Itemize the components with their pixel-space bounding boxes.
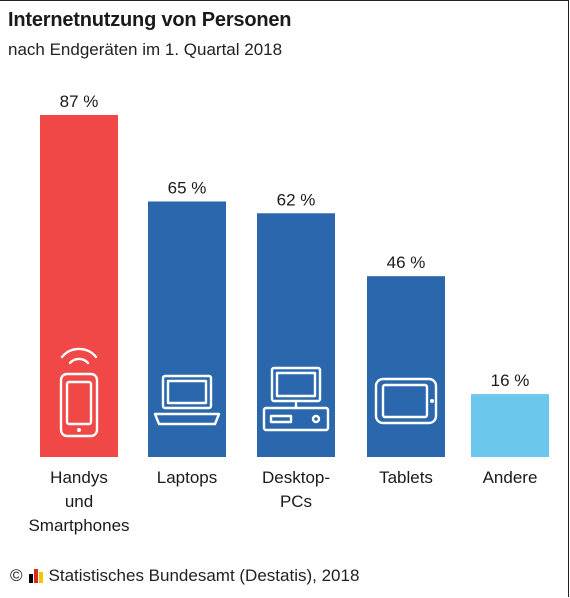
destatis-logo-icon <box>28 569 43 583</box>
pc-case <box>262 406 330 432</box>
value-label: 46 % <box>387 253 426 272</box>
tablet-icon <box>374 377 438 425</box>
category-label: Desktop- <box>262 468 330 487</box>
phone-screen <box>65 380 93 426</box>
category-label: Smartphones <box>28 516 129 535</box>
laptop-icon <box>153 374 221 426</box>
logo-bar-red <box>33 569 38 583</box>
category-label: Laptops <box>157 468 218 487</box>
bar-group: 65 % Laptops <box>148 178 226 487</box>
tablet-screen <box>381 383 429 419</box>
laptop-base <box>153 412 221 426</box>
category-label: Handys <box>50 468 108 487</box>
tablet-button <box>430 399 434 403</box>
monitor-screen <box>275 371 317 398</box>
category-label: Tablets <box>379 468 433 487</box>
signal-arc-inner <box>68 357 90 365</box>
bar <box>40 115 118 457</box>
signal-arc-outer <box>60 347 98 359</box>
logo-bar-black <box>28 574 33 583</box>
source-line: © Statistisches Bundesamt (Destatis), 20… <box>10 566 359 586</box>
bar-group: 62 % Desktop- PCs <box>257 190 335 511</box>
laptop-display <box>166 379 208 405</box>
bar-group: 46 % Tablets <box>367 253 445 487</box>
category-label: PCs <box>280 492 312 511</box>
pc-drive <box>269 414 293 424</box>
bar-group: 87 % Handys und Smartphones <box>28 92 129 535</box>
smartphone-icon <box>59 347 99 438</box>
phone-body <box>59 372 99 438</box>
chart-title: Internetnutzung von Personen <box>8 9 292 31</box>
bar <box>148 201 226 457</box>
bar-group: 16 % Andere <box>471 371 549 487</box>
value-label: 16 % <box>491 371 530 390</box>
value-label: 65 % <box>168 178 207 197</box>
bar <box>367 276 445 457</box>
logo-bar-gold <box>38 572 43 583</box>
value-label: 87 % <box>60 92 99 111</box>
bar <box>257 213 335 457</box>
bar <box>471 394 549 457</box>
pc-power <box>311 414 321 424</box>
category-label: Andere <box>483 468 538 487</box>
chart-subtitle: nach Endgeräten im 1. Quartal 2018 <box>8 40 283 59</box>
value-label: 62 % <box>277 190 316 209</box>
tablet-body <box>374 377 438 425</box>
phone-button <box>77 428 81 432</box>
source-text: Statistisches Bundesamt (Destatis), 2018 <box>48 566 360 585</box>
laptop-screen <box>161 374 213 410</box>
category-label: und <box>65 492 93 511</box>
desktop-pc-icon <box>262 366 330 432</box>
copyright-symbol: © <box>10 566 23 585</box>
bar-chart: 87 % Handys und Smartphones 65 % Laptops 62 % D… <box>28 92 549 535</box>
